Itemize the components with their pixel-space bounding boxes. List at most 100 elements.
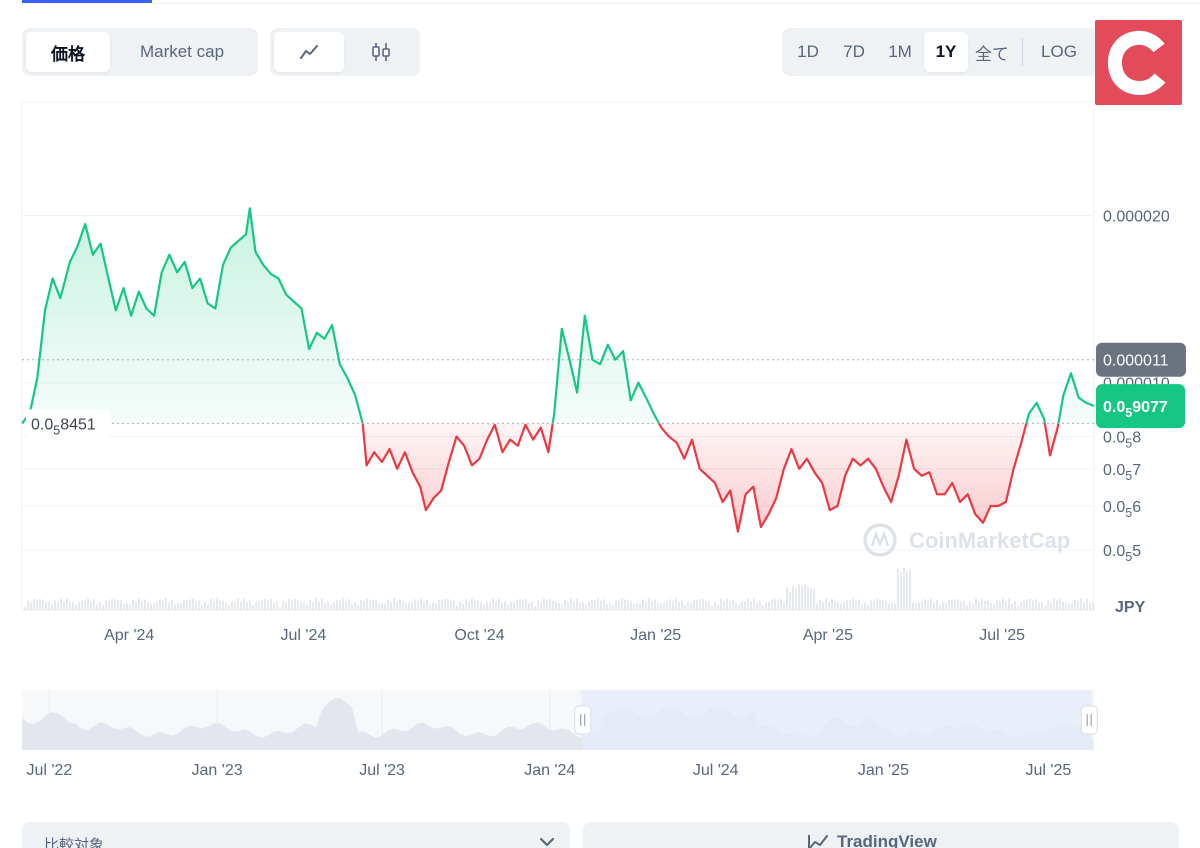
- volume-bar: [642, 599, 644, 610]
- y-tick-label: 0.056: [1103, 499, 1141, 520]
- tradingview-button[interactable]: TradingView: [583, 822, 1179, 848]
- volume-bar: [981, 598, 983, 610]
- volume-bar: [51, 604, 53, 610]
- volume-bar: [120, 600, 122, 610]
- volume-bar: [168, 602, 170, 610]
- volume-bar: [153, 603, 155, 610]
- chart-type-toggle: [270, 28, 420, 76]
- volume-bar: [747, 598, 749, 610]
- volume-bar: [552, 600, 554, 610]
- volume-bar: [777, 599, 779, 610]
- volume-bar: [582, 601, 584, 610]
- volume-bar: [900, 572, 902, 610]
- volume-bar: [885, 600, 887, 610]
- volume-bar: [264, 598, 266, 610]
- volume-bar: [675, 598, 677, 610]
- range-all[interactable]: 全て: [975, 44, 1009, 64]
- volume-bar: [573, 601, 575, 610]
- tab-market-cap[interactable]: Market cap: [139, 42, 225, 61]
- volume-bar: [375, 600, 377, 610]
- volume-bar: [165, 598, 167, 610]
- area-fill-below-baseline: [22, 423, 1094, 532]
- volume-bar: [750, 601, 752, 610]
- volume-bar: [162, 600, 164, 610]
- volume-bar: [189, 599, 191, 610]
- volume-bar: [348, 599, 350, 610]
- range-navigator[interactable]: Jul '22 Jan '23 Jul '23 Jan '24 Jul '24 Jan '…: [0, 680, 1200, 790]
- log-scale-button[interactable]: LOG: [1041, 42, 1077, 61]
- volume-bar: [390, 602, 392, 610]
- volume-bar: [294, 599, 296, 610]
- volume-bar: [33, 598, 35, 610]
- volume-bar: [186, 599, 188, 610]
- volume-bar: [1065, 602, 1067, 610]
- volume-bar: [657, 602, 659, 610]
- volume-bar: [738, 604, 740, 610]
- volume-bar: [369, 599, 371, 610]
- volume-bar: [1071, 603, 1073, 610]
- volume-bar: [141, 600, 143, 610]
- volume-bar: [60, 598, 62, 610]
- volume-bar: [471, 598, 473, 610]
- volume-bar: [246, 602, 248, 610]
- y-tick-label: 0.057: [1103, 462, 1141, 483]
- compare-selector[interactable]: 比較対象: [22, 822, 570, 848]
- volume-bar: [849, 600, 851, 610]
- navigator-selection[interactable]: [581, 690, 1093, 750]
- volume-bar: [102, 605, 104, 610]
- volume-bar: [540, 602, 542, 610]
- volume-bar: [45, 601, 47, 610]
- volume-bar: [699, 599, 701, 610]
- volume-bar: [705, 601, 707, 610]
- price-chart[interactable]: CoinMarketCap 0.058451 0.0000200.0000100…: [0, 95, 1200, 655]
- volume-bar: [480, 602, 482, 610]
- brand-logo: [1095, 20, 1182, 105]
- range-1d[interactable]: 1D: [797, 42, 819, 61]
- range-1m[interactable]: 1M: [888, 42, 912, 61]
- volume-bar: [669, 599, 671, 610]
- volume-bar: [282, 601, 284, 610]
- line-chart-button[interactable]: [274, 32, 344, 72]
- volume-bar: [447, 599, 449, 610]
- volume-bar: [423, 602, 425, 610]
- volume-bar: [312, 602, 314, 610]
- volume-bar: [321, 598, 323, 610]
- range-7d[interactable]: 7D: [843, 42, 865, 61]
- volume-bar: [600, 601, 602, 610]
- volume-bar: [507, 604, 509, 610]
- volume-bar: [438, 600, 440, 610]
- volume-bar: [957, 599, 959, 610]
- volume-bar: [501, 602, 503, 610]
- volume-bar: [486, 601, 488, 610]
- volume-bar: [780, 599, 782, 610]
- volume-bar: [522, 599, 524, 610]
- volume-bar: [1041, 601, 1043, 610]
- volume-bar: [159, 599, 161, 610]
- volume-bar: [672, 600, 674, 610]
- volume-bar: [588, 601, 590, 610]
- volume-bar: [207, 604, 209, 610]
- candlestick-button[interactable]: [346, 32, 416, 72]
- volume-bar: [456, 605, 458, 610]
- volume-bar: [192, 598, 194, 610]
- price-line-above-baseline[interactable]: [21, 207, 1095, 531]
- range-1y[interactable]: 1Y: [924, 32, 968, 72]
- volume-bar: [864, 602, 866, 610]
- navigator-right-handle[interactable]: [1080, 705, 1098, 735]
- volume-bar: [216, 598, 218, 610]
- volume-bar: [660, 603, 662, 610]
- price-line-below-baseline[interactable]: [21, 208, 1094, 533]
- volume-bar: [483, 604, 485, 610]
- volume-bar: [1017, 605, 1019, 610]
- volume-bar: [327, 601, 329, 610]
- volume-bar: [546, 600, 548, 610]
- volume-bar: [444, 599, 446, 610]
- volume-bar: [993, 603, 995, 610]
- tab-price[interactable]: 価格: [26, 32, 110, 72]
- volume-bar: [429, 604, 431, 610]
- navigator-left-handle[interactable]: [574, 705, 592, 735]
- volume-bar: [465, 598, 467, 610]
- volume-bar: [408, 602, 410, 610]
- volume-bar: [840, 604, 842, 610]
- volume-bar: [1089, 602, 1091, 610]
